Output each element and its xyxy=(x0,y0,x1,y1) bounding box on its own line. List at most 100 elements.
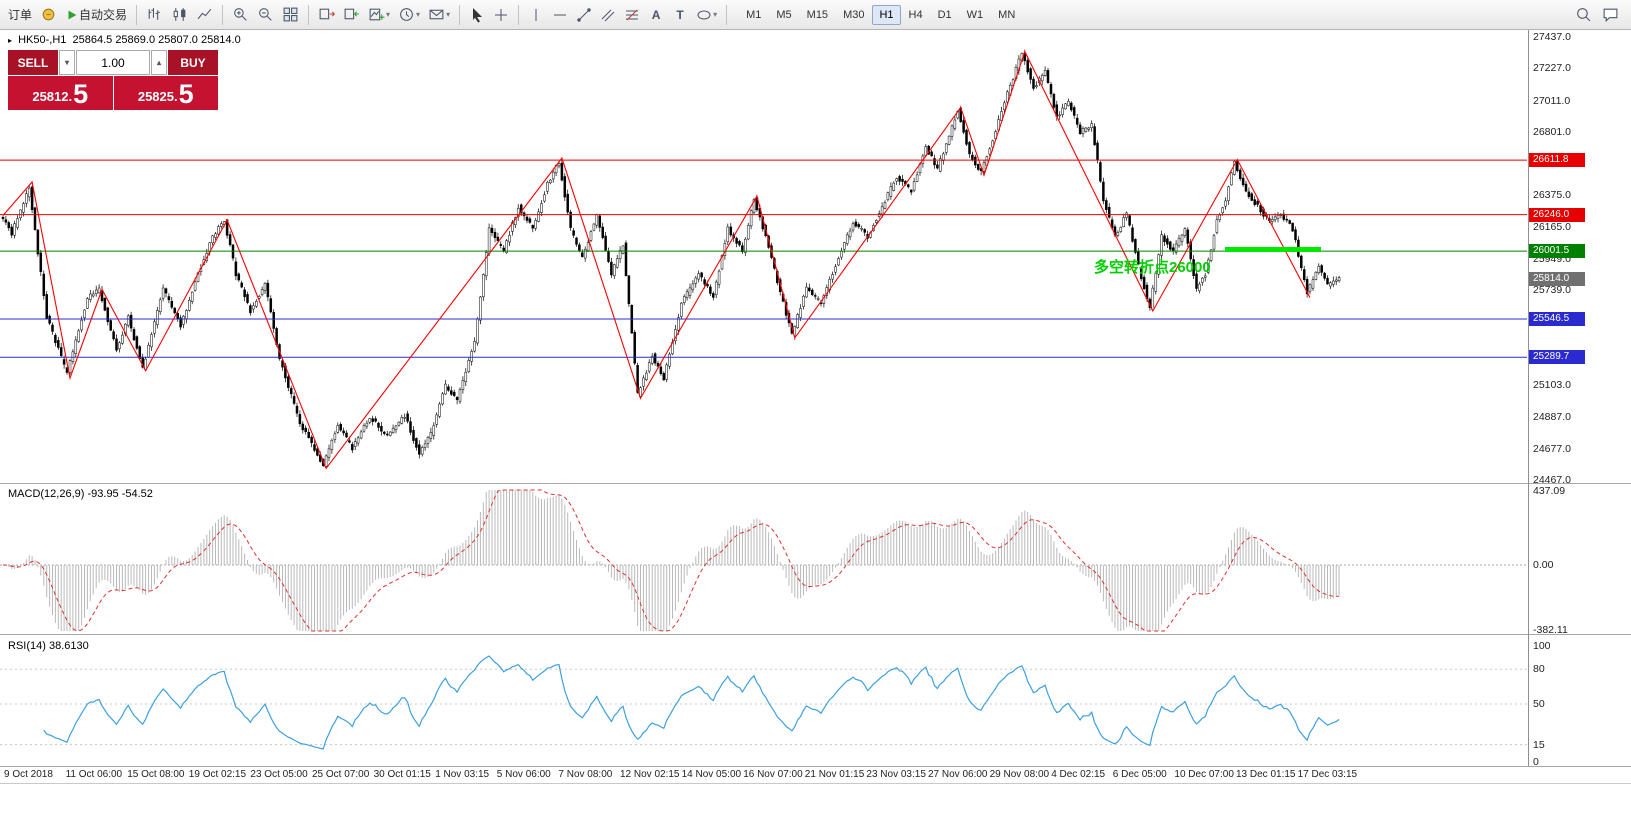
volume-input[interactable]: 1.00 xyxy=(76,50,150,75)
price-level-tag[interactable]: 25546.5 xyxy=(1529,311,1585,326)
timeframe-m1[interactable]: M1 xyxy=(746,8,762,21)
deposit-icon[interactable] xyxy=(37,3,60,27)
zoom-in-icon[interactable] xyxy=(229,3,252,27)
volume-increase-button[interactable]: ▴ xyxy=(151,50,167,75)
price-axis-tick: 27227.0 xyxy=(1533,62,1571,75)
timeframe-d1[interactable]: D1 xyxy=(937,8,952,21)
vertical-line-tool-icon[interactable] xyxy=(525,3,547,27)
toolbar: 订单 自动交易 xyxy=(0,0,1631,30)
sell-price-big-digit: 5 xyxy=(73,79,89,109)
shapes-tool-icon[interactable]: ▾ xyxy=(693,3,720,27)
time-axis-label: 12 Nov 02:15 xyxy=(620,769,680,780)
timeframe-w1[interactable]: W1 xyxy=(966,8,984,21)
zoom-out-icon[interactable] xyxy=(254,3,277,27)
time-axis-label: 15 Oct 08:00 xyxy=(127,769,185,780)
sell-price-button[interactable]: 25812. 5 xyxy=(8,76,113,110)
time-axis-label: 17 Dec 03:15 xyxy=(1297,769,1358,780)
bar-chart-icon[interactable] xyxy=(143,3,166,27)
chevron-down-icon: ▾ xyxy=(416,10,421,19)
template-icon[interactable]: ▾ xyxy=(425,3,453,27)
sell-button[interactable]: SELL xyxy=(8,50,58,75)
chevron-down-icon: ▾ xyxy=(386,10,391,19)
time-axis-label: 21 Nov 01:15 xyxy=(804,769,865,780)
indicators-icon[interactable]: ▾ xyxy=(365,3,393,27)
trendline-tool-icon[interactable] xyxy=(573,3,595,27)
price-level-tag[interactable]: 26246.0 xyxy=(1529,207,1585,222)
separator xyxy=(518,4,520,25)
horizontal-line-tool-icon[interactable] xyxy=(549,3,571,27)
chart-annotation-text[interactable]: 多空转折点26000 xyxy=(1094,259,1211,276)
rsi-axis-tick: 50 xyxy=(1533,698,1545,710)
price-axis[interactable] xyxy=(1528,30,1529,766)
buy-button[interactable]: BUY xyxy=(168,50,218,75)
search-icon[interactable] xyxy=(1572,3,1595,27)
time-axis-label: 4 Dec 02:15 xyxy=(1051,769,1106,780)
time-axis[interactable]: 9 Oct 2018 11 Oct 06:00 15 Oct 08:00 19 Oct… xyxy=(0,769,1631,783)
time-axis-label: 9 Oct 2018 xyxy=(4,769,53,780)
new-order-button[interactable]: 订单 xyxy=(5,3,35,27)
period-icon[interactable]: ▾ xyxy=(395,3,423,27)
macd-axis-tick: 437.09 xyxy=(1533,485,1566,497)
play-icon xyxy=(65,8,79,22)
timeframe-m15[interactable]: M15 xyxy=(806,8,829,21)
time-axis-label: 23 Nov 03:15 xyxy=(866,769,926,780)
autotrading-button[interactable]: 自动交易 xyxy=(62,3,130,27)
price-level-tag[interactable]: 26611.8 xyxy=(1529,153,1585,168)
buy-price-button[interactable]: 25825. 5 xyxy=(113,76,218,110)
line-chart-icon[interactable] xyxy=(193,3,216,27)
chat-icon[interactable] xyxy=(1599,3,1622,27)
timeframe-mn[interactable]: MN xyxy=(998,8,1016,21)
candlestick-chart-icon[interactable] xyxy=(168,3,191,27)
rsi-axis-tick: 80 xyxy=(1533,663,1545,676)
rsi-label: RSI(14) 38.6130 xyxy=(8,640,89,652)
tile-windows-icon[interactable] xyxy=(279,3,302,27)
timeframe-m30[interactable]: M30 xyxy=(843,8,865,21)
text-tool-icon[interactable]: A xyxy=(651,7,661,22)
panel-separator[interactable] xyxy=(0,483,1631,484)
timeframe-h1[interactable]: H1 xyxy=(872,4,901,25)
timeframe-m5[interactable]: M5 xyxy=(776,8,792,21)
label-tool-icon[interactable]: T xyxy=(676,7,684,22)
rsi-axis-tick: 100 xyxy=(1533,640,1551,652)
time-axis-label: 23 Oct 05:00 xyxy=(250,769,308,780)
price-axis-tick: 26801.0 xyxy=(1533,125,1571,138)
panel-separator[interactable] xyxy=(0,634,1631,635)
price-axis-tick: 24677.0 xyxy=(1533,442,1571,455)
price-level-tag[interactable]: 25289.7 xyxy=(1529,350,1585,365)
chart-shift-icon[interactable] xyxy=(340,3,363,27)
macd-axis-tick: 0.00 xyxy=(1533,559,1554,571)
price-level-tag[interactable]: 26001.5 xyxy=(1529,244,1585,259)
price-axis-tick: 27011.0 xyxy=(1533,94,1571,107)
rsi-panel xyxy=(0,655,1527,750)
price-axis-tick: 25739.0 xyxy=(1533,284,1571,297)
chart-symbol-label: ▸ HK50-,H1 25864.5 25869.0 25807.0 25814… xyxy=(8,34,241,46)
price-axis-tick: 24887.0 xyxy=(1533,411,1571,424)
one-click-trading-panel: SELL ▾ 1.00 ▴ BUY 25812. 5 25825. 5 xyxy=(8,50,218,110)
channel-tool-icon[interactable] xyxy=(597,3,619,27)
price-axis-tick: 26375.0 xyxy=(1533,189,1571,202)
highlight-level-bar[interactable] xyxy=(1225,247,1321,252)
marker-icon: ▸ xyxy=(8,36,13,45)
timeframe-h4[interactable]: H4 xyxy=(908,8,923,21)
separator xyxy=(136,4,138,25)
autotrading-label: 自动交易 xyxy=(79,8,128,22)
cursor-icon[interactable] xyxy=(466,3,488,27)
fibonacci-tool-icon[interactable] xyxy=(621,3,643,27)
price-level-tag[interactable]: 25814.0 xyxy=(1529,272,1585,287)
autoscroll-icon[interactable] xyxy=(315,3,338,27)
separator xyxy=(222,4,224,25)
price-axis-tick: 25103.0 xyxy=(1533,379,1571,392)
macd-axis-tick: -382.11 xyxy=(1533,624,1568,636)
price-chart xyxy=(0,49,1527,470)
volume-decrease-button[interactable]: ▾ xyxy=(59,50,75,75)
price-axis-tick: 27437.0 xyxy=(1533,31,1571,43)
ohlc-values: 25864.5 25869.0 25807.0 25814.0 xyxy=(72,34,241,46)
crosshair-icon[interactable] xyxy=(490,3,512,27)
separator xyxy=(726,4,728,25)
rsi-axis-tick: 0 xyxy=(1533,756,1539,768)
price-axis-tick: 26165.0 xyxy=(1533,220,1571,233)
time-axis-label: 25 Oct 07:00 xyxy=(312,769,370,780)
time-axis-label: 14 Nov 05:00 xyxy=(681,769,742,780)
panel-separator xyxy=(0,766,1631,767)
